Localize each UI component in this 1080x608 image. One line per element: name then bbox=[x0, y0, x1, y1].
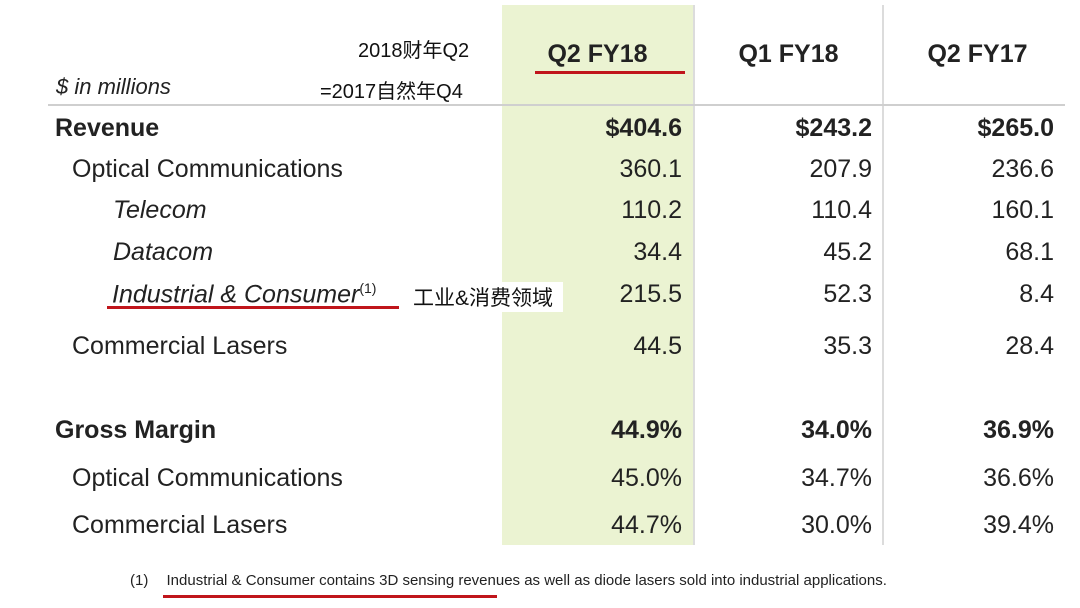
column-divider bbox=[693, 5, 695, 545]
footnote-text-rest: revenues as well as diode lasers sold in… bbox=[454, 572, 887, 589]
header-underline bbox=[535, 71, 685, 74]
header-divider bbox=[48, 104, 1065, 106]
cell-value: 35.3 bbox=[823, 332, 872, 360]
footnote-marker: (1) bbox=[130, 572, 149, 589]
unit-label: $ in millions bbox=[56, 74, 171, 99]
cell-value: 44.5 bbox=[633, 332, 682, 360]
footnote-marker: (1) bbox=[359, 280, 377, 296]
cell-value: 207.9 bbox=[809, 155, 872, 183]
row-label-telecom: Telecom bbox=[113, 196, 207, 224]
cell-value: 110.4 bbox=[811, 196, 872, 224]
row-label-commercial-lasers-margin: Commercial Lasers bbox=[72, 511, 288, 539]
cell-value: 8.4 bbox=[1019, 280, 1054, 308]
row-label-industrial-consumer: Industrial & Consumer(1) bbox=[112, 280, 376, 309]
cell-value: 45.0% bbox=[611, 464, 682, 492]
cell-value: 215.5 bbox=[619, 280, 682, 308]
label-underline bbox=[107, 306, 399, 309]
row-label-revenue: Revenue bbox=[55, 114, 160, 142]
cell-value: 28.4 bbox=[1005, 332, 1054, 360]
cell-value: $265.0 bbox=[977, 114, 1054, 142]
annotation-fiscal-quarter: 2018财年Q2 bbox=[358, 40, 470, 62]
cell-value: 44.7% bbox=[611, 511, 682, 539]
column-header-q1fy18: Q1 FY18 bbox=[738, 40, 839, 68]
row-label-optical-communications: Optical Communications bbox=[72, 155, 343, 183]
cell-value: $243.2 bbox=[795, 114, 872, 142]
cell-value: 45.2 bbox=[823, 238, 872, 266]
highlighted-column bbox=[502, 5, 693, 545]
cell-value: 52.3 bbox=[823, 280, 872, 308]
row-label-commercial-lasers: Commercial Lasers bbox=[72, 332, 288, 360]
column-header-q2fy18: Q2 FY18 bbox=[547, 40, 648, 68]
cell-value: 39.4% bbox=[983, 511, 1054, 539]
cell-value: 44.9% bbox=[611, 416, 682, 444]
row-label-gross-margin: Gross Margin bbox=[55, 416, 217, 444]
annotation-calendar-quarter: =2017自然年Q4 bbox=[320, 81, 463, 103]
cell-value: $404.6 bbox=[605, 114, 682, 142]
cell-value: 36.6% bbox=[983, 464, 1054, 492]
row-label-datacom: Datacom bbox=[113, 238, 214, 266]
cell-value: 110.2 bbox=[621, 196, 682, 224]
annotation-industrial-consumer: 工业&消费领域 bbox=[407, 282, 564, 312]
row-label-optical-communications-margin: Optical Communications bbox=[72, 464, 343, 492]
cell-value: 160.1 bbox=[991, 196, 1054, 224]
cell-value: 360.1 bbox=[619, 155, 682, 183]
footnote-text-highlight: Industrial & Consumer contains 3D sensin… bbox=[166, 572, 455, 589]
cell-value: 34.7% bbox=[801, 464, 872, 492]
cell-value: 36.9% bbox=[983, 416, 1054, 444]
footnote-underline bbox=[163, 595, 497, 598]
cell-value: 34.0% bbox=[801, 416, 872, 444]
column-divider bbox=[882, 5, 884, 545]
cell-value: 34.4 bbox=[633, 238, 682, 266]
footnote: (1) Industrial & Consumer contains 3D se… bbox=[130, 572, 887, 589]
cell-value: 30.0% bbox=[801, 511, 872, 539]
column-header-q2fy17: Q2 FY17 bbox=[927, 40, 1028, 68]
cell-value: 68.1 bbox=[1005, 238, 1054, 266]
cell-value: 236.6 bbox=[991, 155, 1054, 183]
row-label-text: Industrial & Consumer bbox=[112, 280, 360, 309]
